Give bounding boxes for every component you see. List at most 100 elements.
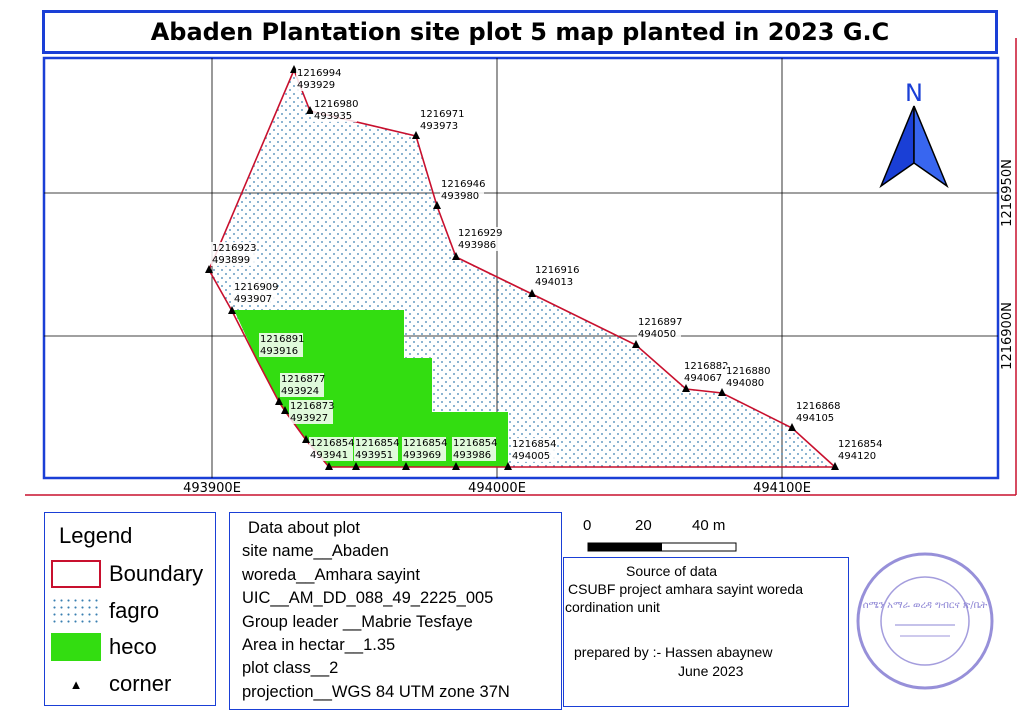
legend-label-corner: corner [109,671,172,696]
prepared-by: prepared by :- Hassen abaynew [574,644,773,660]
grid-label-x-1: 493900E [183,481,241,496]
heco-swatch [51,633,101,661]
corner-northing: 1216880 [726,366,771,377]
legend-item-boundary: Boundary [51,559,203,589]
corner-label-bg [233,281,277,305]
corner-northing: 1216877 [281,374,326,385]
source-line-2: cordination unit [565,599,660,615]
map-title: Abaden Plantation site plot 5 map plante… [150,18,890,46]
source-heading: Source of data [626,563,718,579]
north-letter: N [905,79,923,107]
corner-label-bg [511,438,555,462]
corner-easting: 493924 [281,386,319,397]
corner-marker-icon [682,384,690,392]
corner-marker-icon [352,462,360,470]
plot-info-heading: Data about plot [248,519,360,537]
corner-marker-icon [275,397,283,405]
corner-northing: 1216854 [403,438,448,449]
corner-label-bg [309,437,353,461]
legend-label-fagro: fagro [109,598,160,623]
corner-northing: 1216854 [453,438,498,449]
corner-northing: 1216923 [212,243,257,254]
corner-label-bg [402,437,446,461]
corner-northing: 1216854 [310,438,355,449]
legend-title: Legend [59,523,133,548]
corner-marker-icon [831,462,839,470]
corner-northing: 1216971 [420,109,465,120]
boundary-swatch [51,560,101,588]
corner-northing: 1216994 [297,68,342,79]
corner-label-bg [837,438,881,462]
grid-label-y-1: 1216950N [1000,159,1015,227]
corner-marker-icon [228,306,236,314]
corner-northing: 1216882 [684,361,729,372]
corner-marker-icon [325,462,333,470]
scale-label-0: 0 [583,517,592,534]
corner-marker-icon [632,340,640,348]
corner-easting: 493980 [441,191,479,202]
office-stamp: ሰሜን አማራ ወረዳ ግብርና ጽ/ቤት [856,552,994,690]
corner-label-bg [440,178,484,202]
corner-easting: 494080 [726,378,764,389]
corner-northing: 1216868 [796,401,841,412]
corner-easting: 494050 [638,329,676,340]
corner-marker-icon [504,462,512,470]
corner-easting: 494067 [684,373,722,384]
corner-label-bg [419,108,463,132]
corner-marker-icon [412,131,420,139]
plot-info-box: Data about plot site name__Abaden woreda… [229,512,562,710]
corner-easting: 493927 [290,413,328,424]
corner-triangle-icon: ▲ [69,676,83,692]
corner-easting: 494005 [512,451,550,462]
plot-info-site: site name__Abaden [242,542,389,561]
corner-northing: 1216891 [260,334,305,345]
corner-easting: 493929 [297,80,335,91]
plot-info-area: Area in hectar__1.35 [242,636,396,655]
corner-easting: 493951 [355,450,393,461]
legend-label-heco: heco [109,634,157,659]
corner-label-bg [211,242,255,266]
corner-label-bg [795,400,839,424]
corner-easting: 494013 [535,277,573,288]
corner-label-bg [354,437,398,461]
corner-label-bg [534,264,578,288]
prepared-date: June 2023 [678,663,744,679]
corner-marker-icon [281,406,289,414]
corner-label-bg [637,316,681,340]
corner-marker-icon [452,462,460,470]
source-box: Source of data CSUBF project amhara sayi… [563,557,849,707]
plot-info-woreda: woreda__Amhara sayint [242,565,420,584]
grid-label-y-2: 1216900N [1000,302,1015,370]
corner-easting: 493916 [260,346,298,357]
corner-northing: 1216929 [458,228,503,239]
plot-info-leader: Group leader __Mabrie Tesfaye [242,612,473,631]
corner-marker-icon [452,252,460,260]
plot-info-projection: projection__WGS 84 UTM zone 37N [242,682,510,701]
plot-info-class: plot class__2 [242,659,339,678]
corner-easting: 494120 [838,451,876,462]
north-arrow-icon: N [879,79,949,189]
corner-label-bg [259,333,303,357]
grid-label-x-2: 494000E [468,481,526,496]
corner-easting: 494105 [796,413,834,424]
scale-label-40: 40 m [692,517,726,534]
corner-marker-icon [306,106,314,114]
corner-northing: 1216916 [535,265,580,276]
corner-label-bg [725,365,769,389]
corner-easting: 493969 [403,450,441,461]
corner-northing: 1216854 [838,439,883,450]
corner-marker-icon [402,462,410,470]
corner-marker-icon [528,289,536,297]
corner-label-bg [683,360,727,384]
corner-label-bg [280,373,324,397]
corner-easting: 493907 [234,294,272,305]
legend-item-fagro: fagro [51,596,159,626]
fagro-swatch [51,597,101,625]
corner-label-bg [313,98,357,122]
corner-northing: 1216946 [441,179,486,190]
corner-marker-icon [718,388,726,396]
corner-label-bg [452,437,496,461]
corner-northing: 1216897 [638,317,683,328]
